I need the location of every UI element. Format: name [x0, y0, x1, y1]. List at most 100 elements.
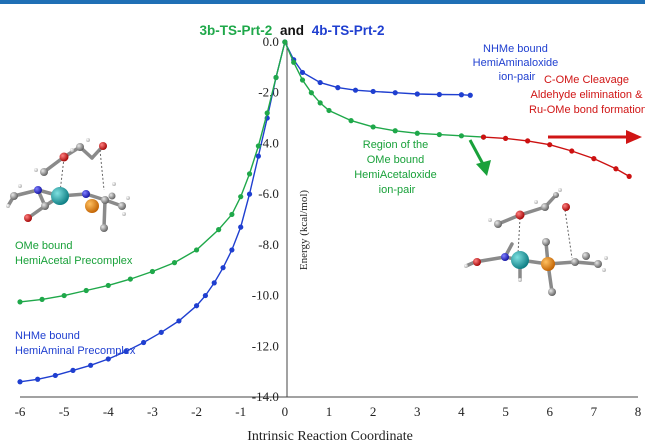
- title-part-3b: 3b-TS-Prt-2: [199, 23, 272, 38]
- data-point: [35, 376, 41, 382]
- data-point: [317, 79, 323, 86]
- x-tick-label: 3: [414, 404, 421, 419]
- data-point: [392, 90, 398, 96]
- data-point: [211, 280, 217, 286]
- data-point: [547, 142, 553, 148]
- data-point: [436, 131, 442, 138]
- data-point: [525, 138, 531, 144]
- data-point: [591, 156, 597, 162]
- data-point: [238, 194, 244, 200]
- x-tick-label: -3: [147, 404, 158, 419]
- data-point: [83, 287, 89, 294]
- y-tick-label: -14.0: [252, 389, 279, 404]
- data-point: [176, 318, 182, 324]
- data-point: [467, 92, 473, 98]
- data-point: [291, 59, 297, 65]
- data-point: [149, 268, 156, 275]
- series-line: [19, 39, 471, 383]
- data-point: [348, 118, 354, 124]
- data-point: [370, 124, 376, 130]
- y-tick-labels: 0.0 -2.0 -4.0 -6.0 -8.0 -10.0 -12.0 -14.0: [252, 34, 279, 404]
- annotation-hemiacetaloxide: Region of the OMe bound HemiAcetaloxide …: [354, 139, 440, 196]
- y-tick-label: -8.0: [258, 237, 279, 252]
- chart-title: 3b-TS-Prt-2 and 4b-TS-Prt-2: [199, 23, 384, 38]
- red-arrow: [548, 130, 642, 144]
- data-point: [105, 282, 111, 289]
- title-part-4b: 4b-TS-Prt-2: [312, 23, 385, 38]
- green-arrow: [468, 139, 491, 176]
- y-axis-label: Energy (kcal/mol): [298, 190, 310, 270]
- data-point: [299, 69, 306, 76]
- y-tick-label: 0.0: [263, 34, 279, 49]
- data-point: [335, 85, 341, 91]
- annotation-hemiaminal-precomplex: NHMe bound HemiAminal Precomplex: [15, 330, 136, 357]
- data-point: [436, 91, 442, 98]
- x-tick-label: 6: [546, 404, 553, 419]
- x-tick-label: -5: [59, 404, 70, 419]
- series-0: [17, 39, 473, 385]
- data-point: [202, 292, 208, 299]
- molecule-structure-right: [464, 188, 608, 296]
- title-part-and: and: [280, 23, 304, 38]
- x-tick-label: 8: [635, 404, 642, 419]
- data-point: [458, 92, 465, 98]
- data-point: [123, 348, 129, 354]
- data-point: [141, 339, 147, 346]
- x-tick-label: 1: [326, 404, 333, 419]
- data-point: [613, 166, 619, 172]
- x-tick-label: 2: [370, 404, 377, 419]
- data-point: [61, 292, 67, 299]
- x-tick-label: 4: [458, 404, 465, 419]
- data-point: [246, 191, 253, 197]
- data-point: [502, 135, 509, 141]
- data-point: [238, 224, 244, 230]
- data-point: [220, 265, 226, 271]
- data-point: [158, 329, 164, 335]
- top-accent-bar: [0, 0, 645, 4]
- annotation-hemiacetal-precomplex: OMe bound HemiAcetal Precomplex: [15, 240, 133, 267]
- molecule-structure-left: [6, 138, 130, 232]
- annotation-cleavage: C-OMe Cleavage Aldehyde elimination & Ru…: [529, 74, 645, 116]
- data-point: [273, 74, 279, 81]
- x-tick-label: 0: [282, 404, 289, 419]
- data-point: [299, 77, 306, 83]
- data-point: [193, 303, 200, 309]
- x-tick-labels: -6 -5 -4 -3 -2 -1 0 1 2 3 4 5 6 7 8: [15, 404, 642, 419]
- data-point: [414, 91, 420, 97]
- data-point: [317, 100, 323, 106]
- x-tick-label: -4: [103, 404, 114, 419]
- data-point: [127, 276, 133, 282]
- data-point: [70, 367, 76, 373]
- y-tick-label: -6.0: [258, 186, 279, 201]
- data-point: [458, 133, 465, 139]
- data-point: [52, 372, 58, 379]
- data-point: [326, 107, 332, 114]
- data-point: [414, 130, 420, 136]
- data-point: [17, 299, 23, 305]
- x-tick-label: 5: [502, 404, 509, 419]
- data-point: [193, 247, 200, 253]
- data-point: [282, 39, 288, 45]
- data-point: [246, 171, 253, 177]
- data-point: [229, 247, 235, 253]
- x-axis-label: Intrinsic Reaction Coordinate: [247, 429, 413, 444]
- data-point: [626, 173, 632, 179]
- data-point: [392, 128, 398, 134]
- data-point: [569, 148, 575, 154]
- annotation-hemiaminaloxide: NHMe bound HemiAminaloxide ion-pair: [473, 43, 562, 83]
- data-point: [88, 362, 94, 368]
- data-point: [17, 379, 23, 385]
- series-2: [480, 134, 632, 179]
- data-point: [171, 260, 178, 266]
- data-point: [216, 227, 222, 233]
- y-tick-label: -2.0: [258, 85, 279, 100]
- data-point: [229, 211, 235, 218]
- data-point: [264, 110, 270, 116]
- y-tick-label: -10.0: [252, 288, 279, 303]
- data-point: [255, 153, 261, 159]
- data-series: [17, 39, 632, 385]
- data-point: [255, 143, 261, 149]
- series-line: [483, 136, 630, 178]
- series-1: [17, 39, 487, 305]
